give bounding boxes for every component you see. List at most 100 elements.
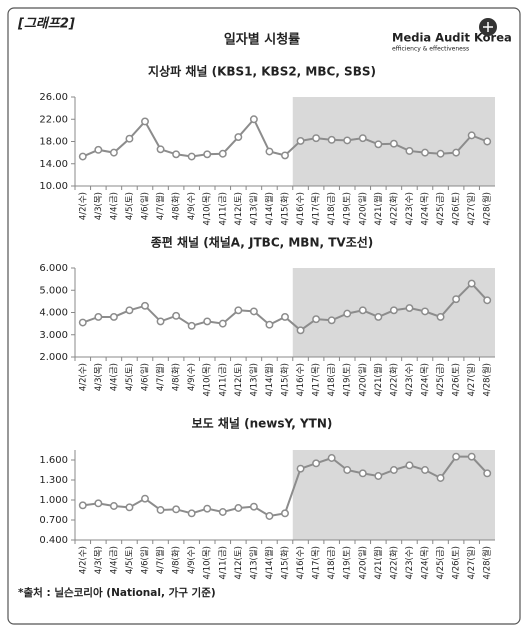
x-tick-label: 4/21(월): [373, 363, 384, 397]
point: [94, 145, 103, 154]
point: [452, 452, 461, 461]
logo-icon-mark: [483, 22, 493, 32]
logo: Media Audit Korea: [392, 31, 512, 45]
x-tick-label: 4/18(금): [327, 363, 337, 397]
point: [296, 136, 305, 145]
x-tick-label: 4/18(금): [327, 546, 337, 580]
y-tick-label: 1.600: [39, 455, 68, 466]
x-tick-label: 4/20(일): [358, 546, 368, 580]
x-tick-label: 4/22(화): [389, 546, 399, 580]
logo-tagline: efficiency & effectiveness: [392, 46, 469, 53]
point: [281, 313, 289, 321]
point: [156, 145, 165, 154]
x-tick-label: 4/6(일): [141, 546, 151, 574]
point: [296, 464, 305, 473]
y-tick-label: 18.00: [39, 137, 68, 148]
x-tick-label: 4/7(월): [155, 546, 166, 574]
y-tick-label: 5.000: [39, 285, 68, 296]
x-tick-label: 4/27(일): [467, 363, 477, 397]
point: [467, 279, 476, 288]
point: [234, 133, 243, 142]
point: [405, 304, 414, 312]
y-tick-label: 0.700: [39, 515, 68, 526]
point: [483, 296, 492, 305]
point: [312, 315, 321, 324]
x-tick-label: 4/26(토): [452, 192, 462, 226]
point: [125, 134, 134, 143]
point: [281, 509, 289, 518]
x-tick-label: 4/5(토): [125, 192, 135, 220]
point: [78, 152, 87, 161]
point: [265, 320, 274, 329]
point: [374, 472, 383, 480]
point: [421, 148, 429, 157]
point: [421, 466, 429, 474]
point: [141, 117, 149, 126]
x-tick-label: 4/3(목): [94, 363, 104, 391]
y-tick-label: 26.00: [39, 92, 68, 103]
x-tick-label: 4/24(목): [421, 192, 431, 226]
x-tick-label: 4/15(화): [281, 192, 291, 226]
point: [156, 317, 165, 326]
y-tick-label: 10.00: [39, 181, 68, 192]
x-tick-label: 4/10(목): [203, 363, 213, 397]
x-tick-label: 4/11(금): [218, 546, 228, 580]
x-tick-label: 4/21(월): [373, 192, 384, 226]
x-tick-label: 4/28(월): [482, 363, 493, 397]
point: [203, 150, 212, 159]
x-tick-label: 4/27(일): [467, 546, 477, 580]
x-tick-label: 4/12(토): [234, 546, 244, 580]
point: [172, 505, 181, 514]
point: [203, 504, 212, 513]
x-tick-label: 4/19(토): [343, 363, 353, 397]
point: [125, 503, 134, 512]
x-tick-label: 4/6(일): [141, 192, 151, 220]
y-tick-label: 6.000: [39, 263, 68, 274]
x-tick-label: 4/17(목): [312, 192, 322, 226]
x-tick-label: 4/8(화): [172, 546, 182, 574]
x-tick-label: 4/11(금): [218, 363, 228, 397]
highlight-region: [292, 450, 495, 540]
y-tick-label: 14.00: [39, 159, 68, 170]
x-tick-label: 4/9(수): [187, 546, 197, 574]
x-tick-label: 4/12(토): [234, 363, 244, 397]
x-tick-label: 4/8(화): [172, 363, 182, 391]
x-tick-label: 4/22(화): [389, 192, 399, 226]
x-tick-label: 4/24(목): [421, 363, 431, 397]
point: [343, 466, 352, 474]
x-tick-label: 4/3(목): [94, 192, 104, 220]
x-tick-label: 4/2(수): [78, 363, 88, 391]
point: [452, 295, 461, 304]
point: [436, 474, 445, 482]
x-tick-label: 4/21(월): [373, 546, 384, 580]
x-tick-label: 4/22(화): [389, 363, 399, 397]
x-tick-label: 4/17(목): [312, 363, 322, 397]
point: [389, 466, 398, 474]
y-tick-label: 1.300: [39, 475, 68, 486]
x-tick-label: 4/9(수): [187, 192, 197, 220]
point: [234, 504, 243, 512]
point: [358, 306, 367, 315]
point: [281, 151, 289, 160]
point: [358, 134, 367, 143]
x-tick-label: 4/5(토): [125, 546, 135, 574]
point: [374, 140, 383, 149]
point: [327, 135, 336, 144]
point: [312, 459, 321, 468]
point: [296, 326, 305, 335]
x-tick-label: 4/2(수): [78, 192, 88, 220]
x-tick-label: 4/28(월): [482, 192, 493, 226]
x-tick-label: 4/15(화): [281, 546, 291, 580]
point: [78, 501, 87, 510]
x-tick-label: 4/15(화): [281, 363, 291, 397]
y-tick-label: 3.000: [39, 330, 68, 341]
x-tick-label: 4/9(수): [187, 363, 197, 391]
x-tick-label: 4/23(수): [405, 192, 415, 226]
point: [249, 307, 258, 316]
point: [187, 321, 196, 330]
x-tick-label: 4/4(금): [109, 363, 119, 391]
x-tick-label: 4/26(토): [452, 363, 462, 397]
x-tick-label: 4/16(수): [296, 192, 306, 226]
x-tick-label: 4/12(토): [234, 192, 244, 226]
x-tick-label: 4/3(목): [94, 546, 104, 574]
